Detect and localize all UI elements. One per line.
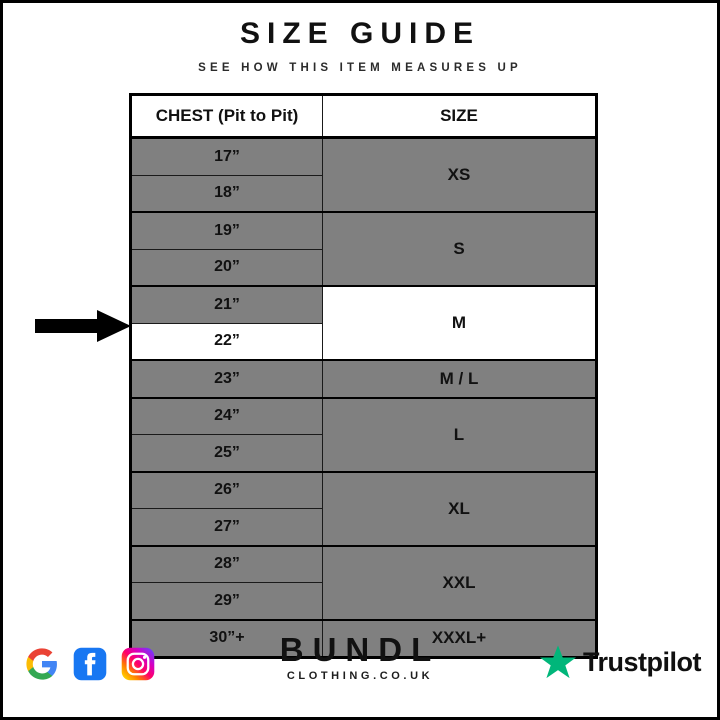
chest-cell: 25” (130, 434, 323, 472)
chest-cell: 29” (130, 582, 323, 620)
footer: BUNDL CLOTHING.CO.UK Trustpilot (3, 625, 717, 717)
trustpilot-badge[interactable]: Trustpilot (539, 643, 702, 681)
table-row: 29” (130, 582, 597, 620)
chest-cell: 21” (130, 285, 323, 324)
chest-cell: 22” (130, 322, 323, 361)
brand-logo: BUNDL CLOTHING.CO.UK (3, 631, 717, 682)
table-body: 17” XS 18” 19” S 20” 21” M 22” 23” M / L 24” L 25” 26”… (130, 137, 597, 658)
table-header-row: CHEST (Pit to Pit) SIZE (130, 94, 597, 139)
chest-cell: 26” (130, 470, 323, 509)
chest-cell: 20” (130, 248, 323, 287)
size-cell: L (322, 396, 597, 472)
trustpilot-star-icon (539, 643, 577, 681)
size-cell: XXL (322, 544, 597, 620)
brand-domain: CLOTHING.CO.UK (286, 669, 434, 682)
table-row: 21” M (130, 285, 597, 361)
table-row: 17” XS (130, 137, 597, 213)
table-row: 26” XL (130, 470, 597, 546)
chest-cell: 30”+ (130, 618, 323, 658)
size-cell: S (322, 211, 597, 287)
chest-cell: 28” (130, 544, 323, 583)
chest-cell: 23” (130, 359, 323, 398)
chest-cell: 19” (130, 211, 323, 250)
trustpilot-label: Trustpilot (583, 646, 702, 677)
table-row: 30”+ XXXL+ (130, 618, 597, 658)
facebook-icon[interactable] (73, 647, 107, 681)
instagram-icon[interactable] (121, 647, 155, 681)
column-header-size: SIZE (322, 94, 597, 139)
table-row: 23” M / L (130, 359, 597, 398)
size-cell: XS (322, 137, 597, 213)
table-row: 24” L (130, 396, 597, 472)
chest-cell: 27” (130, 508, 323, 546)
social-links (25, 647, 155, 681)
page-subtitle: SEE HOW THIS ITEM MEASURES UP (198, 62, 522, 74)
chest-cell: 18” (130, 174, 323, 213)
table-row: 18” (130, 174, 597, 213)
table-row: 27” (130, 508, 597, 546)
header: SIZE GUIDE SEE HOW THIS ITEM MEASURES UP (3, 3, 717, 74)
column-header-chest: CHEST (Pit to Pit) (130, 94, 323, 139)
table-row: 28” XXL (130, 544, 597, 620)
arrow-right-icon (35, 310, 131, 342)
table-row: 20” (130, 248, 597, 287)
size-table: CHEST (Pit to Pit) SIZE 17” XS 18” 19” S 20” 2… (129, 93, 598, 659)
table-row: 25” (130, 434, 597, 472)
size-cell: M (322, 285, 597, 361)
chest-cell: 17” (130, 137, 323, 176)
brand-name: BUNDL (279, 631, 441, 668)
page-title: SIZE GUIDE (239, 17, 481, 50)
size-cell: XXXL+ (322, 618, 597, 658)
table-row: 19” S (130, 211, 597, 287)
table-header: CHEST (Pit to Pit) SIZE (130, 94, 597, 139)
size-cell: M / L (322, 359, 597, 398)
size-table-container: CHEST (Pit to Pit) SIZE 17” XS 18” 19” S 20” 2… (129, 93, 598, 659)
chest-cell: 24” (130, 396, 323, 435)
google-icon[interactable] (25, 647, 59, 681)
size-cell: XL (322, 470, 597, 546)
